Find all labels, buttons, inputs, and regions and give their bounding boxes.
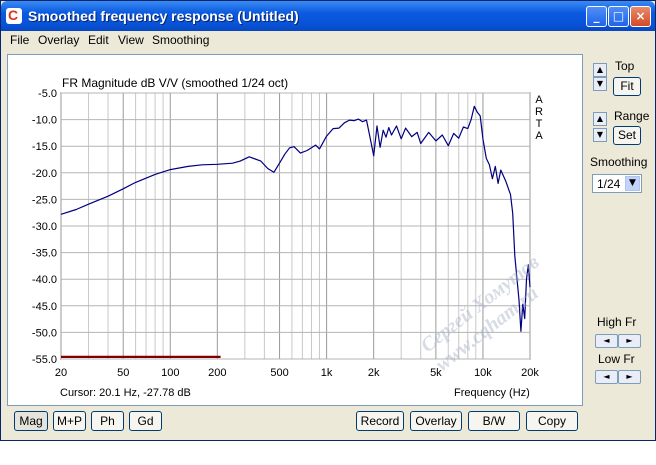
low-fr-label: Low Fr xyxy=(598,352,635,366)
menu-bar: File Overlay Edit View Smoothing xyxy=(1,31,655,50)
arta-letter: R xyxy=(535,106,543,118)
series-line-response xyxy=(60,105,531,332)
x-axis-label: Frequency (Hz) xyxy=(454,387,530,399)
x-tick-labels: 20 50 100 200 500 1k 2k 5k 10k 20k xyxy=(55,367,539,379)
y-tick-label: -10.0 xyxy=(32,115,57,127)
x-tick-label: 200 xyxy=(208,367,226,379)
menu-smoothing[interactable]: Smoothing xyxy=(152,33,210,47)
x-tick-label: 20 xyxy=(55,367,67,379)
x-tick-label: 100 xyxy=(161,367,179,379)
mag-button[interactable]: Mag xyxy=(14,411,48,431)
arta-letter: A xyxy=(535,130,543,142)
y-tick-label: -5.0 xyxy=(38,88,57,100)
close-button[interactable]: × xyxy=(630,6,651,27)
smoothing-select[interactable]: 1/24 ▼ xyxy=(592,174,642,193)
top-up-spin[interactable]: ▲ xyxy=(593,63,607,77)
main-window: Smoothed frequency response (Untitled) _… xyxy=(0,0,656,441)
fit-button[interactable]: Fit xyxy=(613,77,641,96)
low-fr-left-spin[interactable]: ◄ xyxy=(595,370,618,384)
x-tick-label: 50 xyxy=(117,367,129,379)
chart-title: FR Magnitude dB V/V (smoothed 1/24 oct) xyxy=(62,76,288,90)
high-fr-right-spin[interactable]: ► xyxy=(618,334,641,348)
x-tick-label: 20k xyxy=(521,367,539,379)
maximize-button[interactable]: □ xyxy=(608,6,629,27)
y-tick-label: -15.0 xyxy=(32,141,57,153)
low-fr-right-spin[interactable]: ► xyxy=(618,370,641,384)
arta-letter: T xyxy=(536,118,543,130)
menu-edit[interactable]: Edit xyxy=(88,33,109,47)
overlay-button[interactable]: Overlay xyxy=(410,411,462,431)
y-tick-label: -40.0 xyxy=(32,274,57,286)
mag-phase-button[interactable]: M+P xyxy=(53,411,86,431)
app-icon[interactable] xyxy=(6,7,22,24)
y-tick-label: -30.0 xyxy=(32,221,57,233)
set-button[interactable]: Set xyxy=(613,126,641,145)
x-tick-label: 2k xyxy=(368,367,380,379)
plot-panel: -5.0 -10.0 -15.0 -20.0 -25.0 -30.0 -35.0 -40.0 -… xyxy=(7,54,583,406)
arta-letter: A xyxy=(535,94,543,106)
x-tick-label: 10k xyxy=(474,367,492,379)
bottom-toolbar: Mag M+P Ph Gd Record Overlay B/W Copy xyxy=(1,406,655,440)
high-fr-label: High Fr xyxy=(597,315,637,329)
smoothing-label: Smoothing xyxy=(590,155,648,169)
y-tick-label: -45.0 xyxy=(32,301,57,313)
title-bar[interactable]: Smoothed frequency response (Untitled) _… xyxy=(1,1,655,31)
bw-button[interactable]: B/W xyxy=(468,411,520,431)
minimize-button[interactable]: _ xyxy=(586,6,607,27)
y-tick-label: -55.0 xyxy=(32,354,57,366)
y-tick-label: -50.0 xyxy=(32,327,57,339)
chevron-down-icon[interactable]: ▼ xyxy=(625,176,640,191)
y-tick-label: -35.0 xyxy=(32,248,57,260)
chart-grid xyxy=(60,92,531,360)
top-down-spin[interactable]: ▼ xyxy=(593,77,607,91)
cursor-readout: Cursor: 20.1 Hz, -27.78 dB xyxy=(60,387,191,399)
range-label: Range xyxy=(614,109,650,123)
group-delay-button[interactable]: Gd xyxy=(129,411,162,431)
right-control-panel: ▲ ▼ Top Fit ▲ ▼ Range Set Smoothing 1/24… xyxy=(587,54,653,404)
copy-button[interactable]: Copy xyxy=(526,411,578,431)
top-label: Top xyxy=(615,59,635,73)
y-tick-label: -25.0 xyxy=(32,194,57,206)
smoothing-value: 1/24 xyxy=(597,177,621,191)
y-tick-label: -20.0 xyxy=(32,168,57,180)
high-fr-left-spin[interactable]: ◄ xyxy=(595,334,618,348)
x-tick-label: 500 xyxy=(270,367,288,379)
frequency-response-chart[interactable]: -5.0 -10.0 -15.0 -20.0 -25.0 -30.0 -35.0 -40.0 -… xyxy=(8,55,582,405)
menu-overlay[interactable]: Overlay xyxy=(38,33,80,47)
x-tick-label: 5k xyxy=(430,367,442,379)
window-title: Smoothed frequency response (Untitled) xyxy=(28,8,299,24)
menu-file[interactable]: File xyxy=(10,33,30,47)
menu-view[interactable]: View xyxy=(118,33,144,47)
x-tick-label: 1k xyxy=(321,367,333,379)
range-up-spin[interactable]: ▲ xyxy=(593,112,607,126)
phase-button[interactable]: Ph xyxy=(91,411,124,431)
range-down-spin[interactable]: ▼ xyxy=(593,128,607,142)
record-button[interactable]: Record xyxy=(356,411,404,431)
chart-series xyxy=(60,105,531,358)
y-tick-labels: -5.0 -10.0 -15.0 -20.0 -25.0 -30.0 -35.0 -40.0 -… xyxy=(32,88,57,366)
